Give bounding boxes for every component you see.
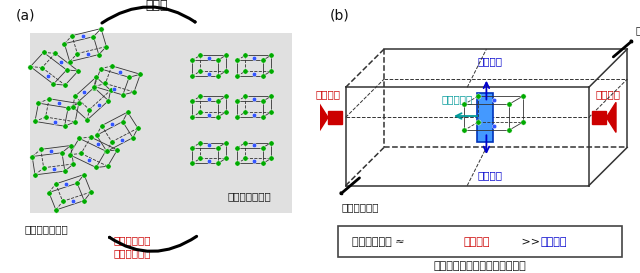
- Text: 板材（圧延後）: 板材（圧延後）: [227, 191, 271, 201]
- Text: 底面が圧延面
に平行に配向: 底面が圧延面 に平行に配向: [114, 235, 152, 258]
- Text: (a): (a): [15, 8, 35, 22]
- Text: ロール: ロール: [145, 0, 168, 12]
- FancyArrowPatch shape: [109, 236, 196, 251]
- Text: 圧延方向歪み: 圧延方向歪み: [341, 203, 379, 212]
- Text: 板厉方向に材料が変形できない: 板厉方向に材料が変形できない: [434, 261, 526, 271]
- Text: 板幅歪み: 板幅歪み: [464, 237, 490, 247]
- FancyBboxPatch shape: [31, 33, 292, 213]
- Text: 板幅歪み: 板幅歪み: [316, 89, 340, 99]
- Polygon shape: [607, 102, 616, 132]
- Bar: [328, 111, 342, 124]
- Text: 板材（圧延前）: 板材（圧延前）: [24, 224, 68, 234]
- Text: 板厉歪み: 板厉歪み: [477, 170, 502, 180]
- Text: (b): (b): [330, 8, 349, 22]
- Bar: [477, 93, 493, 142]
- Bar: [592, 111, 607, 124]
- Text: すべり方向: すべり方向: [442, 95, 473, 105]
- Polygon shape: [319, 102, 328, 132]
- Text: 板厚歪み: 板厚歪み: [541, 237, 567, 247]
- Text: 圧延方向歪み ≈: 圧延方向歪み ≈: [352, 237, 408, 247]
- Text: 圧延方向歪み: 圧延方向歪み: [636, 25, 640, 35]
- Text: 板厉歪み: 板厉歪み: [477, 57, 502, 66]
- FancyBboxPatch shape: [338, 226, 623, 257]
- FancyArrowPatch shape: [102, 7, 195, 23]
- Text: >>: >>: [518, 237, 544, 247]
- Text: 板幅歪み: 板幅歪み: [595, 89, 621, 99]
